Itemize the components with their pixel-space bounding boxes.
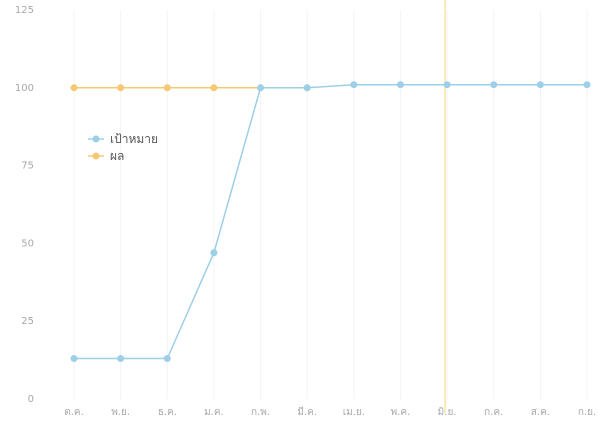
series-line bbox=[74, 83, 587, 360]
x-tick-label: ก.ค. bbox=[484, 407, 503, 418]
series-group bbox=[70, 81, 591, 363]
x-axis-ticks: ต.ค. พ.ย. ธ.ค. ม.ค. ก.พ. มี.ค. เม.ย. พ.ค. มิ.ย. ก… bbox=[64, 406, 596, 418]
data-point[interactable] bbox=[70, 84, 78, 92]
gridlines bbox=[73, 10, 588, 399]
data-point[interactable] bbox=[210, 84, 218, 92]
y-tick-label: 100 bbox=[15, 83, 34, 94]
data-point[interactable] bbox=[396, 81, 404, 89]
data-point[interactable] bbox=[257, 84, 265, 92]
x-tick-label: ม.ค. bbox=[204, 407, 224, 418]
x-tick-label: ก.พ. bbox=[251, 407, 270, 418]
x-tick-label: ต.ค. bbox=[64, 407, 84, 418]
y-tick-label: 0 bbox=[28, 394, 34, 405]
data-point[interactable] bbox=[163, 355, 171, 363]
data-point[interactable] bbox=[443, 81, 451, 89]
x-tick-label: ส.ค. bbox=[531, 407, 550, 418]
legend-swatch-marker bbox=[92, 152, 100, 160]
data-point[interactable] bbox=[303, 84, 311, 92]
data-point[interactable] bbox=[163, 84, 171, 92]
data-point[interactable] bbox=[490, 81, 498, 89]
legend-item[interactable]: เป้าหมาย bbox=[88, 132, 158, 146]
x-tick-label: ธ.ค. bbox=[158, 407, 177, 418]
legend-label: ผล bbox=[110, 149, 124, 163]
data-point[interactable] bbox=[70, 355, 78, 363]
y-axis-ticks: 0 25 50 75 100 125 bbox=[15, 5, 34, 405]
x-tick-label: เม.ย. bbox=[343, 407, 365, 418]
x-tick-label: พ.ย. bbox=[111, 407, 130, 418]
x-tick-label: ก.ย. bbox=[578, 407, 596, 418]
y-tick-label: 75 bbox=[21, 161, 34, 172]
data-point[interactable] bbox=[583, 81, 591, 89]
data-point[interactable] bbox=[350, 81, 358, 89]
data-point[interactable] bbox=[210, 249, 218, 257]
data-point[interactable] bbox=[536, 81, 544, 89]
y-tick-label: 125 bbox=[15, 5, 34, 16]
series-layer bbox=[70, 81, 591, 363]
x-tick-label: มี.ค. bbox=[297, 406, 317, 418]
y-tick-label: 50 bbox=[21, 238, 34, 249]
legend-swatch-marker bbox=[92, 135, 100, 143]
legend-label: เป้าหมาย bbox=[110, 132, 158, 146]
x-tick-label: มิ.ย. bbox=[438, 407, 457, 418]
y-tick-label: 25 bbox=[21, 316, 34, 327]
legend-item[interactable]: ผล bbox=[88, 149, 124, 163]
data-point[interactable] bbox=[117, 355, 125, 363]
data-point[interactable] bbox=[117, 84, 125, 92]
x-tick-label: พ.ค. bbox=[391, 407, 411, 418]
